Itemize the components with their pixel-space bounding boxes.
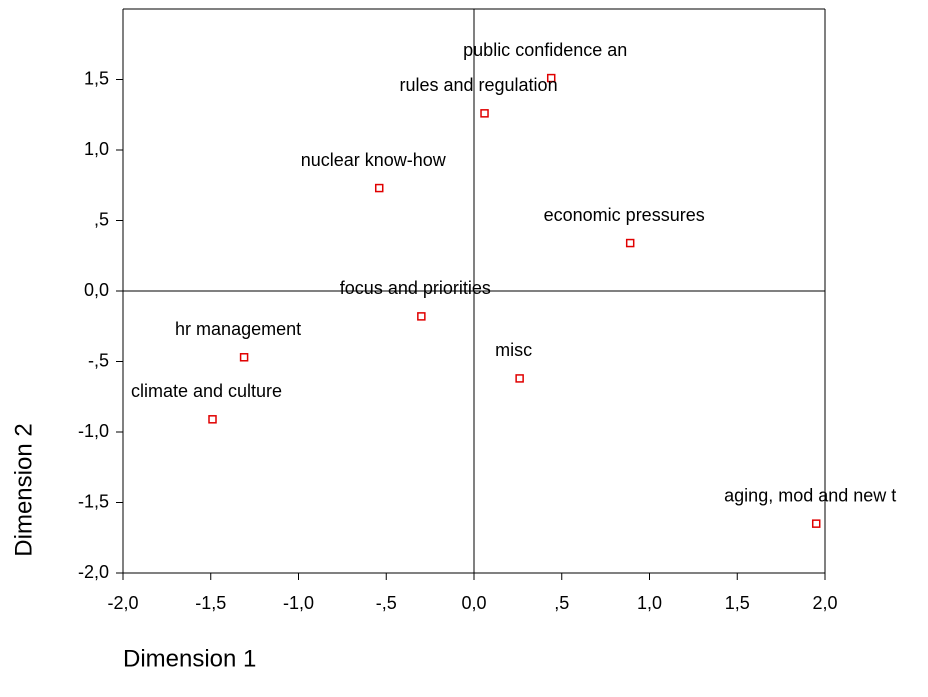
y-axis-title: Dimension 2 <box>10 423 37 556</box>
point-label: climate and culture <box>131 381 282 401</box>
x-axis-title: Dimension 1 <box>123 645 256 672</box>
point-label: economic pressures <box>544 205 705 225</box>
x-tick-label: 2,0 <box>812 593 837 613</box>
point <box>515 374 524 383</box>
point <box>625 238 635 248</box>
x-tick-label: 1,5 <box>725 593 750 613</box>
point-label: misc <box>495 340 532 360</box>
y-tick-label: -1,5 <box>78 491 109 511</box>
x-tick-label: -,5 <box>376 593 397 613</box>
point <box>374 183 384 193</box>
point-label: focus and priorities <box>340 278 491 298</box>
x-tick-label: 0,0 <box>461 593 486 613</box>
point <box>417 312 426 321</box>
y-tick-label: 1,5 <box>84 68 109 88</box>
point-label: hr management <box>175 319 301 339</box>
point-label: public confidence an <box>463 40 627 60</box>
point <box>208 415 217 424</box>
point-label: aging, mod and new t <box>724 485 896 505</box>
y-tick-label: -,5 <box>88 350 109 370</box>
x-tick-label: -1,0 <box>283 593 314 613</box>
x-tick-label: ,5 <box>554 593 569 613</box>
y-tick-label: 0,0 <box>84 280 109 300</box>
y-tick-label: 1,0 <box>84 139 109 159</box>
point <box>811 519 821 528</box>
x-tick-label: 1,0 <box>637 593 662 613</box>
point <box>239 353 249 362</box>
point-label: rules and regulation <box>399 75 557 95</box>
point <box>480 109 489 118</box>
y-tick-label: -2,0 <box>78 562 109 582</box>
point-label: nuclear know-how <box>301 150 447 170</box>
x-tick-label: -2,0 <box>107 593 138 613</box>
y-tick-label: ,5 <box>94 209 109 229</box>
x-tick-label: -1,5 <box>195 593 226 613</box>
point <box>546 73 556 83</box>
y-tick-label: -1,0 <box>78 421 109 441</box>
